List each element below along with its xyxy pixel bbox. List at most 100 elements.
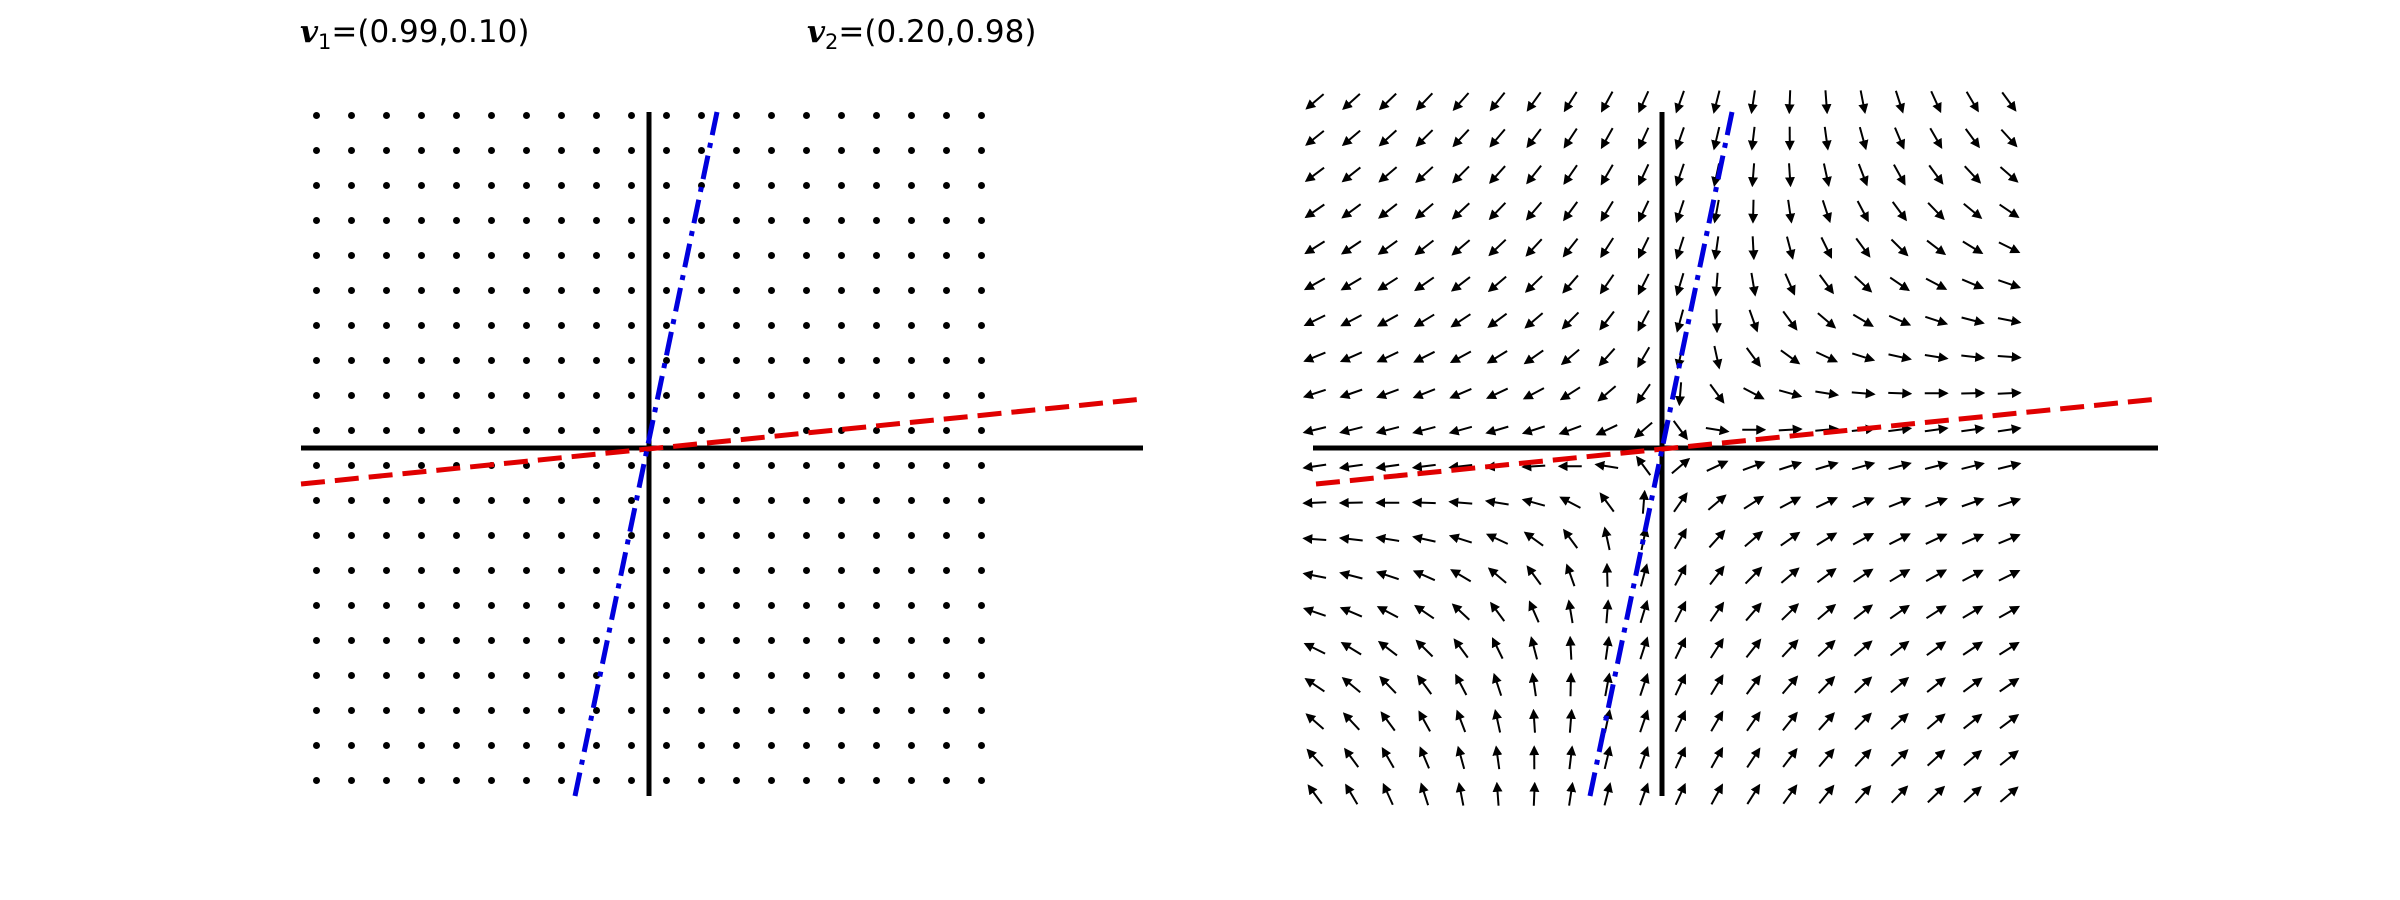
- arrow: [1999, 786, 2019, 803]
- dot: [313, 147, 320, 154]
- arrow: [1602, 599, 1613, 624]
- arrow: [1818, 274, 1834, 295]
- dot-panel: [300, 111, 1144, 797]
- dot: [558, 672, 565, 679]
- arrow: [1997, 424, 2022, 435]
- dot: [943, 707, 950, 714]
- dot: [488, 742, 495, 749]
- dot: [593, 217, 600, 224]
- dot: [733, 637, 740, 644]
- arrow: [1997, 388, 2022, 399]
- dot: [873, 322, 880, 329]
- arrow: [1449, 388, 1472, 400]
- arrow: [1815, 496, 1839, 509]
- dot: [593, 742, 600, 749]
- arrow: [1674, 90, 1685, 114]
- arrow: [1925, 605, 1947, 620]
- dot: [418, 602, 425, 609]
- dot: [383, 182, 390, 189]
- dot: [523, 567, 530, 574]
- dot: [803, 287, 810, 294]
- dot: [803, 462, 810, 469]
- arrow: [1448, 461, 1473, 472]
- arrow: [1744, 566, 1763, 585]
- dot: [383, 637, 390, 644]
- arrow: [1745, 674, 1761, 695]
- arrow: [1927, 785, 1946, 804]
- dot: [663, 532, 670, 539]
- arrow: [1924, 315, 1949, 326]
- arrow: [1998, 241, 2021, 254]
- arrow: [1489, 165, 1506, 184]
- arrow: [1675, 382, 1685, 407]
- dot: [488, 287, 495, 294]
- dot: [418, 322, 425, 329]
- arrow: [1639, 636, 1650, 660]
- dot: [593, 252, 600, 259]
- dot: [523, 392, 530, 399]
- dot: [733, 497, 740, 504]
- arrow: [1925, 569, 1948, 582]
- dot: [418, 462, 425, 469]
- arrow: [1377, 240, 1398, 255]
- arrow: [1891, 201, 1907, 222]
- dot: [593, 707, 600, 714]
- arrow: [1711, 90, 1721, 114]
- dot: [418, 252, 425, 259]
- arrow: [1380, 711, 1396, 732]
- arrow: [1817, 603, 1837, 621]
- arrow: [1305, 713, 1325, 730]
- arrow: [1451, 603, 1470, 621]
- dot: [593, 497, 600, 504]
- arrow: [1854, 785, 1872, 804]
- arrow: [1489, 92, 1506, 112]
- arrow: [1709, 637, 1724, 659]
- arrow: [1600, 200, 1614, 222]
- dot: [908, 287, 915, 294]
- dot: [943, 427, 950, 434]
- arrow: [1744, 530, 1764, 548]
- dot: [943, 602, 950, 609]
- dot: [453, 252, 460, 259]
- dot: [348, 322, 355, 329]
- dot: [418, 672, 425, 679]
- dot: [313, 672, 320, 679]
- arrow: [1413, 313, 1435, 327]
- dot: [628, 357, 635, 364]
- dot: [803, 497, 810, 504]
- arrow: [1340, 277, 1362, 291]
- arrow: [1341, 676, 1361, 694]
- dot: [663, 252, 670, 259]
- dot: [978, 637, 985, 644]
- arrow: [1855, 237, 1871, 258]
- dot: [663, 567, 670, 574]
- arrow: [1599, 310, 1615, 331]
- arrow: [1999, 166, 2019, 183]
- arrow: [1890, 712, 1909, 730]
- arrow: [2001, 91, 2017, 112]
- arrow: [1344, 747, 1360, 768]
- dot: [698, 217, 705, 224]
- dot: [838, 742, 845, 749]
- arrow: [1411, 497, 1436, 508]
- dot: [768, 252, 775, 259]
- arrow: [1851, 388, 1876, 399]
- dot: [838, 357, 845, 364]
- arrow: [1822, 163, 1832, 187]
- arrow: [1852, 496, 1875, 508]
- arrow: [1674, 746, 1687, 769]
- dot: [908, 602, 915, 609]
- dot: [453, 567, 460, 574]
- dot: [628, 217, 635, 224]
- arrow: [1712, 345, 1723, 370]
- dot: [978, 462, 985, 469]
- dot: [698, 742, 705, 749]
- dot: [558, 287, 565, 294]
- arrow: [1639, 782, 1650, 806]
- dot: [733, 462, 740, 469]
- arrow: [1602, 562, 1613, 587]
- arrow: [1338, 533, 1363, 544]
- dot: [383, 392, 390, 399]
- dot: [698, 497, 705, 504]
- arrow: [1486, 350, 1508, 364]
